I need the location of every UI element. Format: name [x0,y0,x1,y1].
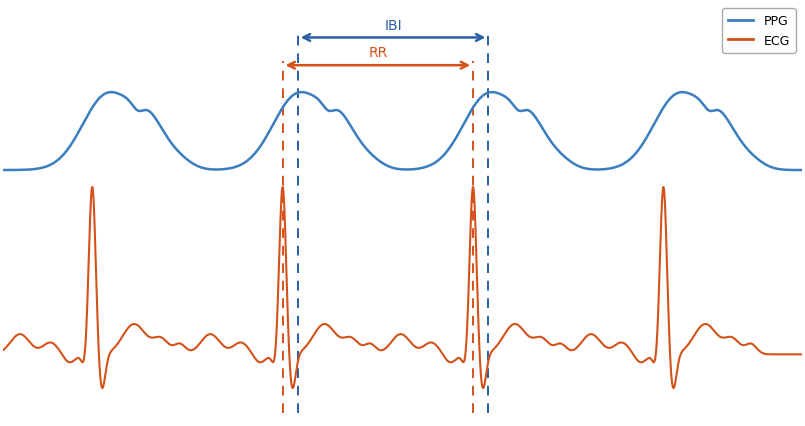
ECG [88,185,97,190]
PPG [718,112,728,117]
ECG [0,348,7,353]
ECG [719,335,729,340]
Line: PPG: PPG [2,93,803,171]
PPG [0,168,7,173]
ECG [341,335,350,340]
PPG [341,115,350,121]
ECG [309,332,319,337]
PPG [297,90,307,95]
PPG [513,108,522,113]
Legend: PPG, ECG: PPG, ECG [722,9,796,54]
PPG [84,112,93,118]
PPG [613,164,623,170]
PPG [798,168,805,173]
ECG [613,341,623,346]
ECG [798,352,805,357]
Text: RR: RR [368,46,387,60]
ECG [97,386,107,391]
PPG [309,94,319,99]
ECG [513,322,522,328]
Text: IBI: IBI [384,18,402,32]
Line: ECG: ECG [2,187,803,388]
ECG [84,273,93,278]
